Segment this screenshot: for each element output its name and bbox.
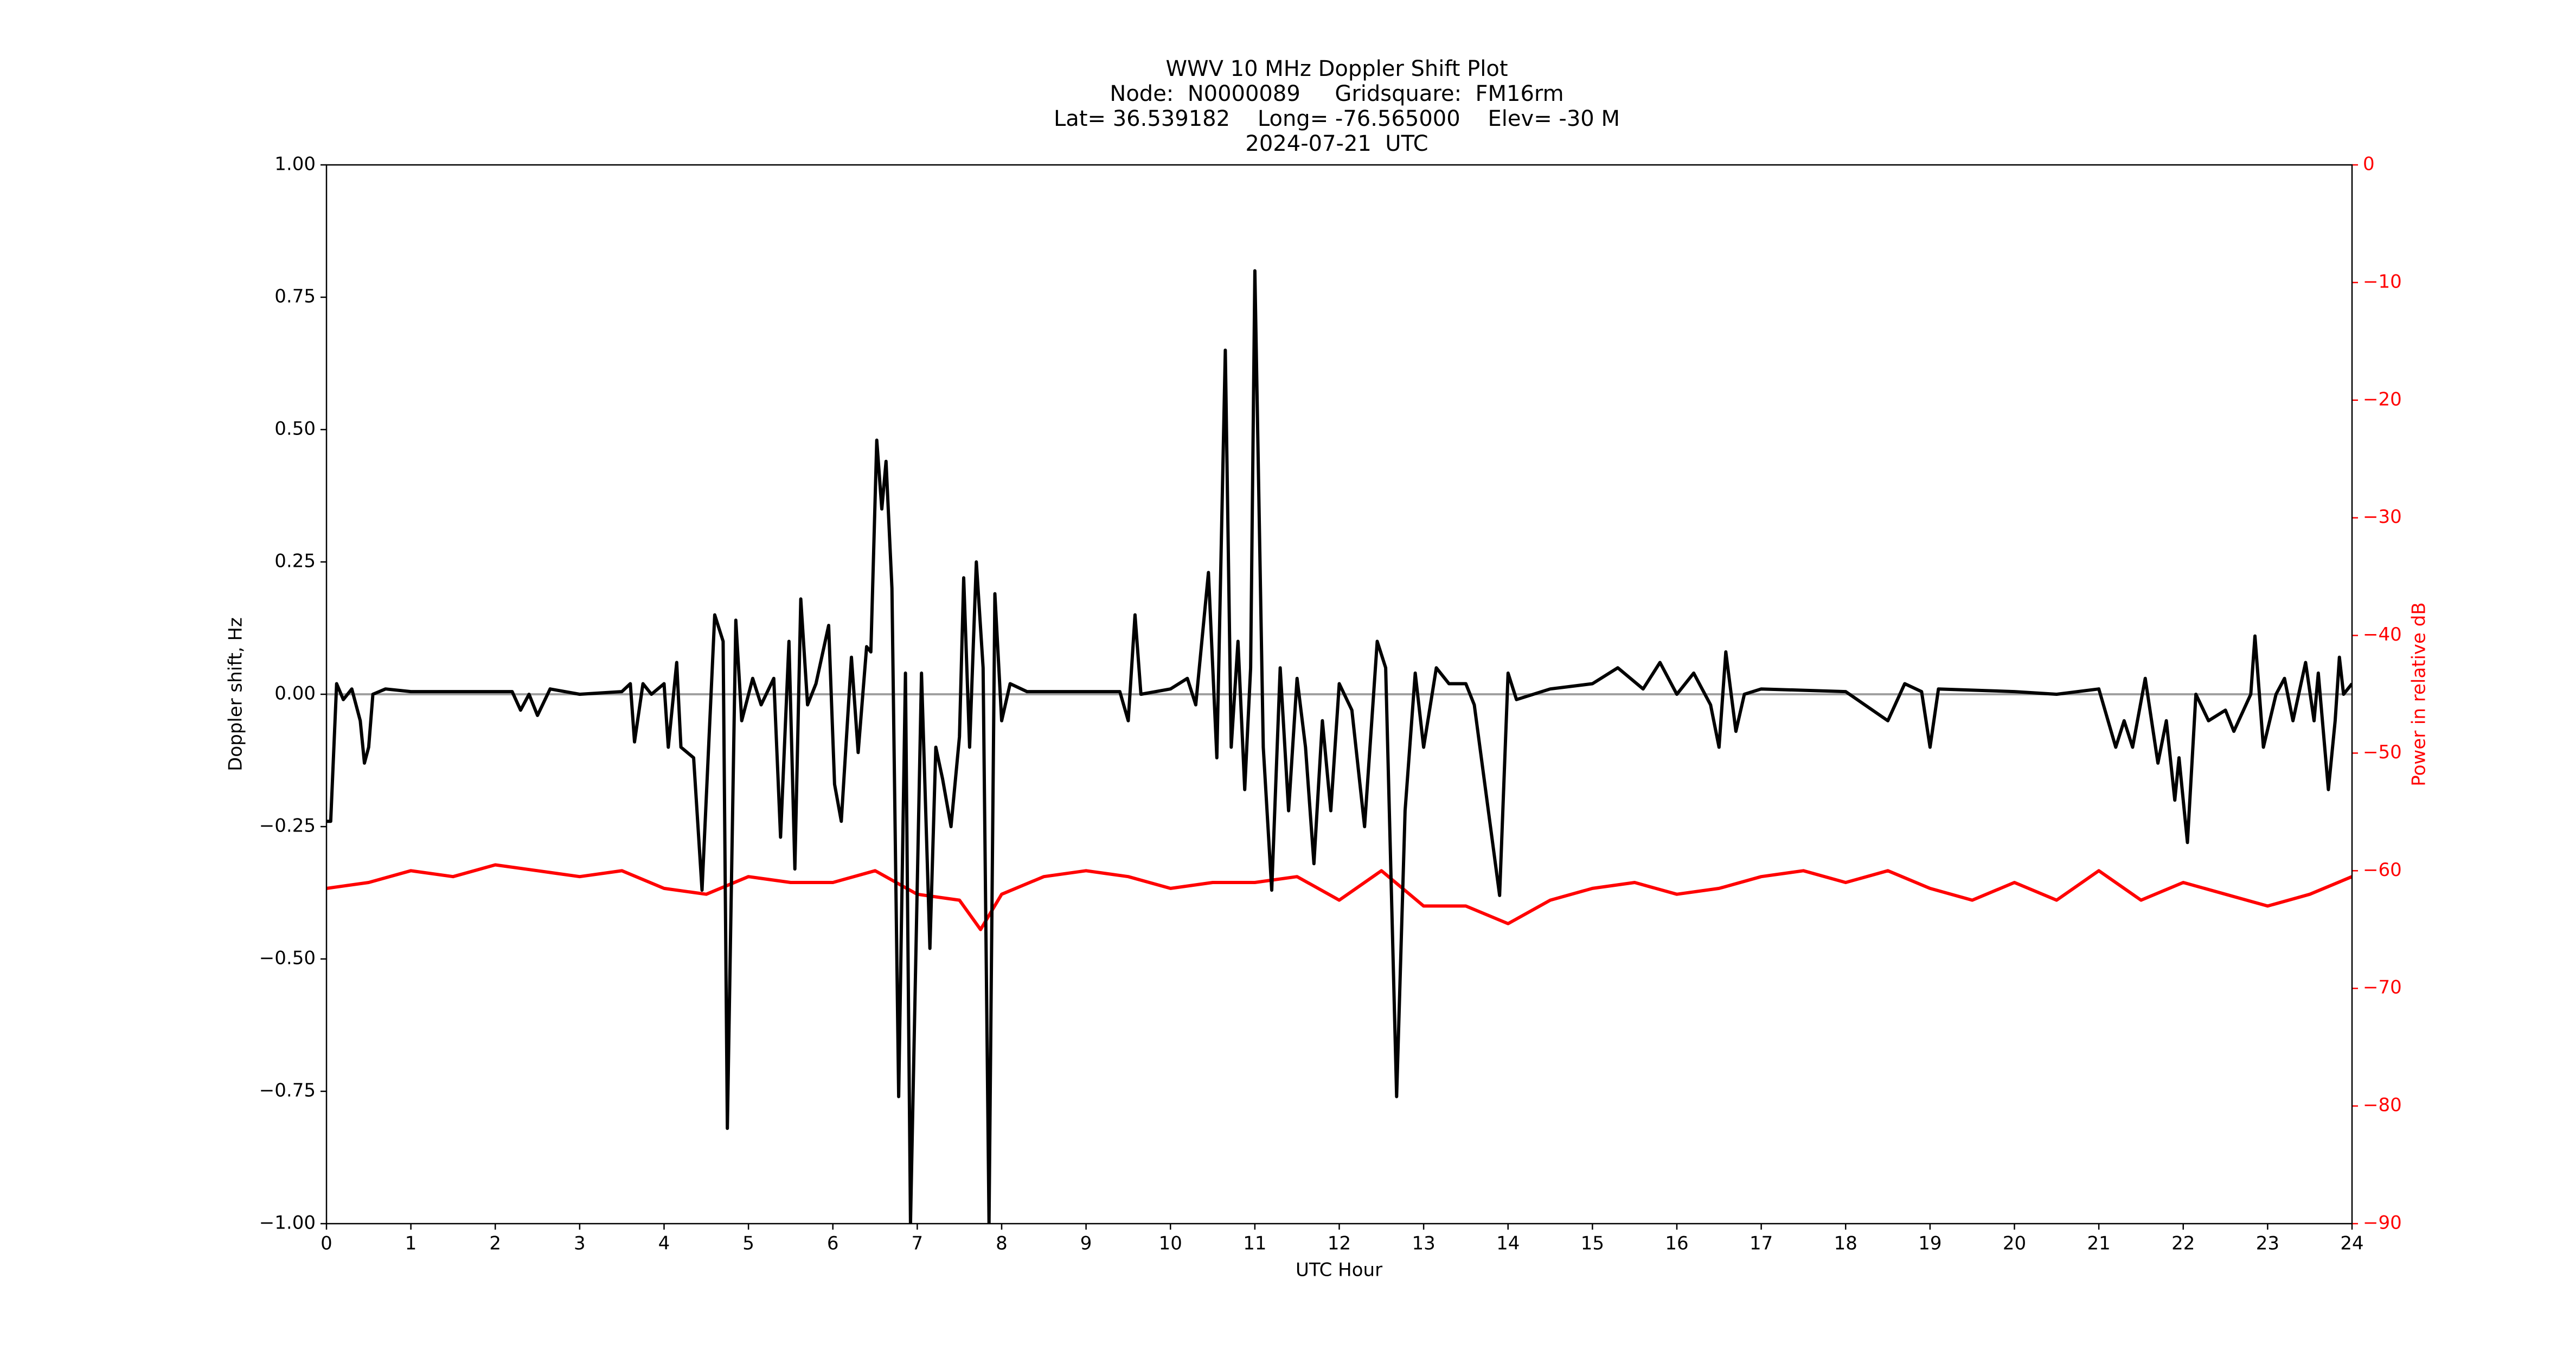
x-tick-label: 16 (1665, 1233, 1688, 1255)
x-tick-label: 23 (2256, 1233, 2279, 1255)
x-tick-label: 8 (996, 1233, 1008, 1255)
y-tick-label: −0.75 (259, 1080, 316, 1102)
y2-tick-label: −60 (2363, 859, 2402, 881)
y2-tick-label: −30 (2363, 506, 2402, 528)
y2-tick-label: −50 (2363, 741, 2402, 763)
y2-tick-label: −20 (2363, 388, 2402, 410)
y-tick-label: −0.50 (259, 948, 316, 969)
y2-tick-label: −80 (2363, 1095, 2402, 1116)
x-tick-label: 17 (1750, 1233, 1773, 1255)
x-tick-label: 0 (321, 1233, 332, 1255)
y2-tick-label: −10 (2363, 271, 2402, 292)
y-tick-label: 0.50 (274, 418, 316, 440)
series-group (326, 269, 2352, 1224)
y2-tick-label: −90 (2363, 1212, 2402, 1234)
y2-tick-label: −70 (2363, 977, 2402, 999)
x-tick-label: 24 (2340, 1233, 2363, 1255)
x-tick-label: 11 (1243, 1233, 1266, 1255)
y2-tick-label: 0 (2363, 153, 2375, 175)
x-tick-label: 3 (574, 1233, 586, 1255)
x-tick-label: 14 (1496, 1233, 1520, 1255)
y2-tick-label: −40 (2363, 624, 2402, 645)
y-tick-label: −1.00 (259, 1212, 316, 1234)
x-tick-label: 1 (405, 1233, 417, 1255)
chart-subtitle: Node: N0000089 Gridsquare: FM16rm (1110, 81, 1563, 106)
x-tick-label: 4 (658, 1233, 670, 1255)
x-tick-label: 2 (489, 1233, 501, 1255)
x-tick-label: 7 (912, 1233, 924, 1255)
y-tick-label: −0.25 (259, 815, 316, 837)
x-tick-label: 5 (742, 1233, 754, 1255)
chart-subtitle: Lat= 36.539182 Long= -76.565000 Elev= -3… (1054, 106, 1620, 131)
plot-frame (325, 164, 2353, 1225)
x-tick-label: 13 (1412, 1233, 1435, 1255)
x-tick-label: 6 (827, 1233, 839, 1255)
x-tick-label: 19 (1918, 1233, 1941, 1255)
data-line (326, 863, 2352, 931)
y2-axis-label: Power in relative dB (2408, 602, 2430, 786)
data-line (326, 269, 2352, 1224)
x-tick-label: 12 (1328, 1233, 1351, 1255)
x-tick-label: 10 (1159, 1233, 1182, 1255)
y-tick-label: 0.25 (274, 551, 316, 572)
x-tick-label: 15 (1581, 1233, 1604, 1255)
chart-title: WWV 10 MHz Doppler Shift Plot (1165, 56, 1508, 81)
x-axis-label: UTC Hour (1296, 1259, 1382, 1281)
y-tick-label: 0.75 (274, 286, 316, 308)
x-tick-label: 20 (2003, 1233, 2026, 1255)
y-axis-label: Doppler shift, Hz (225, 617, 247, 771)
x-tick-label: 18 (1834, 1233, 1857, 1255)
x-tick-label: 21 (2087, 1233, 2110, 1255)
chart-subtitle: 2024-07-21 UTC (1245, 131, 1428, 156)
x-tick-label: 22 (2171, 1233, 2195, 1255)
x-tick-label: 9 (1080, 1233, 1092, 1255)
y-tick-label: 1.00 (274, 153, 316, 175)
y-tick-label: 0.00 (274, 683, 316, 705)
